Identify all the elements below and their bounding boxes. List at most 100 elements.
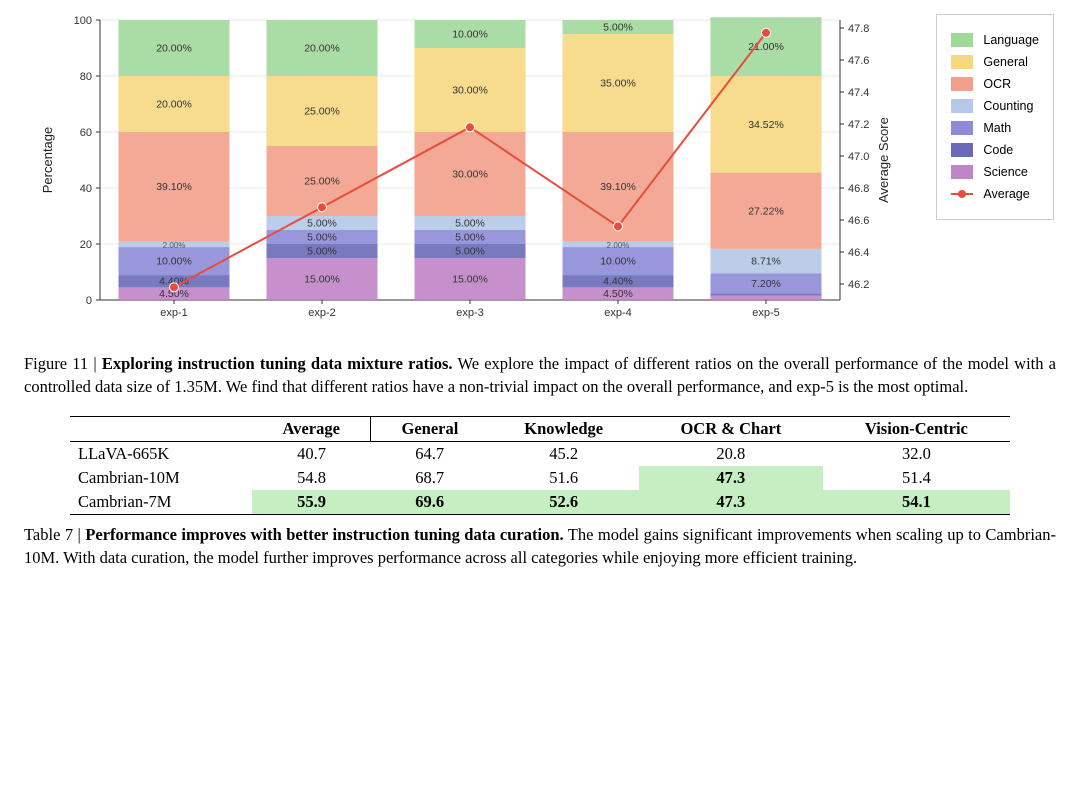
svg-text:15.00%: 15.00% [304,274,340,286]
svg-text:20.00%: 20.00% [304,43,340,55]
svg-text:47.6: 47.6 [848,55,869,67]
svg-text:30.00%: 30.00% [452,169,488,181]
table-cell: 52.6 [489,490,639,515]
performance-table: AverageGeneralKnowledgeOCR & ChartVision… [70,416,1010,515]
table-row: LLaVA-665K40.764.745.220.832.0 [70,442,1010,467]
legend-label: General [983,55,1027,69]
svg-text:10.00%: 10.00% [600,256,636,268]
svg-text:30.00%: 30.00% [452,85,488,97]
svg-text:5.00%: 5.00% [455,232,485,244]
svg-text:47.4: 47.4 [848,87,869,99]
table-cell: 47.3 [639,466,823,490]
row-name: LLaVA-665K [70,442,252,467]
svg-text:25.00%: 25.00% [304,106,340,118]
table-cell: 69.6 [371,490,489,515]
legend-swatch [951,33,973,47]
svg-text:exp-1: exp-1 [160,307,188,319]
table-cell: 20.8 [639,442,823,467]
svg-text:25.00%: 25.00% [304,176,340,188]
table-cell: 40.7 [252,442,371,467]
legend-item: Language [951,33,1039,47]
svg-text:39.10%: 39.10% [600,181,636,193]
svg-text:Percentage: Percentage [40,127,55,194]
svg-text:2.00%: 2.00% [163,241,186,250]
row-name: Cambrian-7M [70,490,252,515]
svg-text:39.10%: 39.10% [156,181,192,193]
table-title: Performance improves with better instruc… [85,525,563,544]
svg-text:5.00%: 5.00% [307,218,337,230]
legend-label: Language [983,33,1039,47]
figure-caption: Figure 11 | Exploring instruction tuning… [24,352,1056,398]
svg-text:2.00%: 2.00% [607,241,630,250]
svg-text:5.00%: 5.00% [307,232,337,244]
table-cell: 54.8 [252,466,371,490]
legend-label: Average [983,187,1029,201]
table-header: General [371,417,489,442]
legend-item: Average [951,187,1039,201]
svg-text:5.00%: 5.00% [455,218,485,230]
table-caption: Table 7 | Performance improves with bett… [24,523,1056,569]
legend-swatch [951,165,973,179]
legend-swatch [951,55,973,69]
legend-swatch [951,121,973,135]
svg-text:exp-4: exp-4 [604,307,632,319]
legend-swatch [951,77,973,91]
legend-swatch [951,187,973,201]
table-cell: 32.0 [823,442,1010,467]
legend-label: OCR [983,77,1011,91]
svg-text:46.2: 46.2 [848,279,869,291]
legend-item: OCR [951,77,1039,91]
legend-swatch [951,99,973,113]
svg-text:7.20%: 7.20% [751,278,781,290]
svg-text:20.00%: 20.00% [156,99,192,111]
legend-swatch [951,143,973,157]
svg-text:5.00%: 5.00% [455,246,485,258]
svg-text:34.52%: 34.52% [748,119,784,131]
table-cell: 47.3 [639,490,823,515]
svg-text:46.4: 46.4 [848,247,869,259]
svg-text:exp-5: exp-5 [752,307,780,319]
svg-text:5.00%: 5.00% [307,246,337,258]
legend-label: Counting [983,99,1033,113]
svg-text:10.00%: 10.00% [452,29,488,41]
figure-chart: 02040608010046.246.446.646.847.047.247.4… [20,10,1060,340]
legend-item: General [951,55,1039,69]
svg-text:60: 60 [80,127,92,139]
svg-text:8.71%: 8.71% [751,256,781,268]
table-row: Cambrian-7M55.969.652.647.354.1 [70,490,1010,515]
table-cell: 45.2 [489,442,639,467]
svg-text:4.40%: 4.40% [603,276,633,288]
table-cell: 68.7 [371,466,489,490]
svg-text:40: 40 [80,183,92,195]
svg-text:Average Score: Average Score [876,117,891,203]
svg-text:exp-3: exp-3 [456,307,484,319]
table-cell: 54.1 [823,490,1010,515]
legend-item: Math [951,121,1039,135]
table-header: Average [252,417,371,442]
svg-text:0: 0 [86,295,92,307]
table-header: Knowledge [489,417,639,442]
svg-text:4.50%: 4.50% [603,288,633,300]
svg-text:exp-2: exp-2 [308,307,336,319]
table-header: Vision-Centric [823,417,1010,442]
svg-text:47.0: 47.0 [848,151,869,163]
table-cell: 51.4 [823,466,1010,490]
legend-label: Science [983,165,1027,179]
svg-text:20: 20 [80,239,92,251]
row-name: Cambrian-10M [70,466,252,490]
svg-text:20.00%: 20.00% [156,43,192,55]
table-header [70,417,252,442]
table-cell: 64.7 [371,442,489,467]
table-header: OCR & Chart [639,417,823,442]
svg-text:47.2: 47.2 [848,119,869,131]
legend-item: Science [951,165,1039,179]
table-number: Table 7 | [24,525,81,544]
svg-text:46.8: 46.8 [848,183,869,195]
svg-text:15.00%: 15.00% [452,274,488,286]
table-cell: 51.6 [489,466,639,490]
svg-text:35.00%: 35.00% [600,78,636,90]
svg-text:47.8: 47.8 [848,23,869,35]
legend-item: Code [951,143,1039,157]
legend-label: Code [983,143,1013,157]
table-row: Cambrian-10M54.868.751.647.351.4 [70,466,1010,490]
